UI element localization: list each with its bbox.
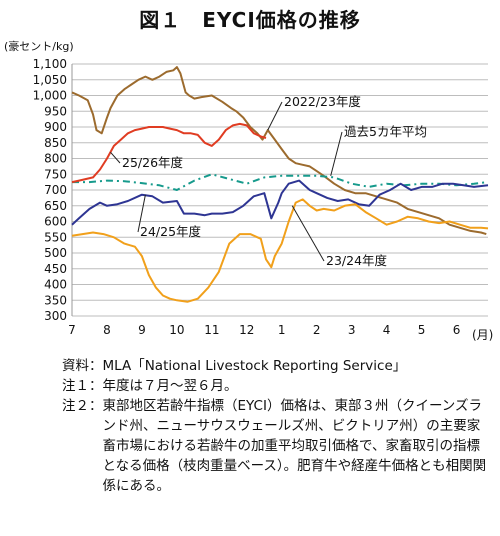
- y-tick-label: 750: [44, 167, 67, 181]
- annotation-leader: [291, 205, 325, 262]
- series-annotation-label: 過去5カ年平均: [344, 124, 427, 139]
- series-annotation-label: 24/25年度: [140, 224, 202, 239]
- y-axis-ticks: 3003504004505005506006507007508008509009…: [33, 57, 67, 323]
- y-tick-label: 450: [44, 262, 67, 276]
- notes: 資料： MLA「National Livestock Reporting Ser…: [62, 356, 492, 496]
- annotation-leader: [137, 194, 146, 233]
- y-tick-label: 300: [44, 309, 67, 323]
- x-tick-label: 9: [138, 323, 146, 337]
- note-body: 年度は７月〜翌６月。: [102, 378, 238, 394]
- series-line: [71, 179, 489, 226]
- series-line: [71, 122, 267, 184]
- note-2: 注２： 東部地区若齢牛指標（EYCI）価格は、東部３州（クイーンズランド州、ニュ…: [62, 396, 492, 496]
- series-annotation-label: 2022/23年度: [284, 94, 361, 109]
- series-lines: [71, 66, 489, 303]
- note-head: 注１：: [62, 378, 103, 394]
- y-tick-label: 500: [44, 246, 67, 260]
- note-body: 東部地区若齢牛指標（EYCI）価格は、東部３州（クイーンズランド州、ニューサウス…: [102, 398, 487, 494]
- note-body: MLA「National Livestock Reporting Service…: [102, 358, 407, 374]
- series-line: [71, 198, 489, 303]
- figure-title: 図１ EYCI価格の推移: [139, 8, 361, 32]
- note-source: 資料： MLA「National Livestock Reporting Ser…: [62, 356, 492, 376]
- series-annotation-label: 23/24年度: [326, 253, 388, 268]
- y-tick-label: 600: [44, 215, 67, 229]
- y-tick-label: 550: [44, 230, 67, 244]
- x-tick-label: 7: [68, 323, 76, 337]
- y-tick-label: 900: [44, 120, 67, 134]
- x-tick-label: 1: [278, 323, 286, 337]
- annotation-leader: [110, 151, 121, 164]
- x-axis-ticks: 7 8 9 10 11 12 1 2 3 4 5 6: [68, 323, 460, 337]
- y-tick-label: 700: [44, 183, 67, 197]
- y-tick-label: 1,050: [33, 73, 67, 87]
- y-tick-label: 350: [44, 293, 67, 307]
- x-tick-label: 12: [239, 323, 254, 337]
- x-tick-label: 3: [348, 323, 356, 337]
- x-axis-unit-label: (月): [472, 328, 494, 342]
- series-line: [71, 66, 487, 236]
- y-tick-label: 1,100: [33, 57, 67, 71]
- x-tick-label: 4: [383, 323, 391, 337]
- y-tick-label: 950: [44, 104, 67, 118]
- y-tick-label: 800: [44, 152, 67, 166]
- note-1: 注１： 年度は７月〜翌６月。: [62, 376, 492, 396]
- x-tick-label: 8: [103, 323, 111, 337]
- x-tick-label: 2: [313, 323, 321, 337]
- x-tick-label: 10: [169, 323, 184, 337]
- gridlines: [71, 63, 488, 317]
- series-annotation-label: 25/26年度: [122, 155, 184, 170]
- y-tick-label: 650: [44, 199, 67, 213]
- y-axis-unit-label: (豪セント/kg): [4, 40, 74, 53]
- eyci-line-chart: 3003504004505005506006507007508008509009…: [33, 57, 489, 337]
- x-tick-label: 11: [204, 323, 219, 337]
- x-tick-label: 5: [418, 323, 426, 337]
- note-head: 資料：: [62, 358, 103, 374]
- note-head: 注２：: [62, 398, 103, 414]
- y-tick-label: 400: [44, 278, 67, 292]
- annotation-leader: [330, 131, 343, 176]
- annotation-leader: [267, 101, 283, 131]
- x-tick-label: 6: [453, 323, 461, 337]
- series-line: [72, 173, 489, 191]
- y-tick-label: 1,000: [33, 89, 67, 103]
- y-tick-label: 850: [44, 136, 67, 150]
